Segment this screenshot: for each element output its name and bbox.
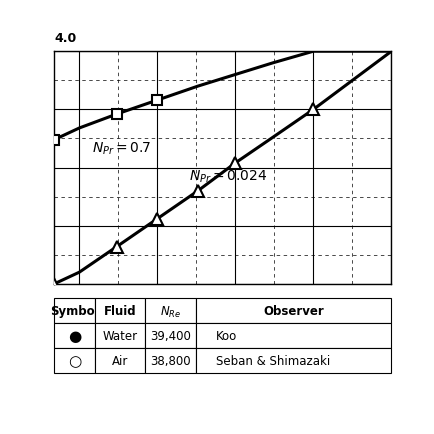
Text: 4.0: 4.0	[54, 32, 76, 45]
Text: $N_{Pr} = 0.7$: $N_{Pr} = 0.7$	[92, 140, 151, 156]
Text: $N_{Pr} = 0.024$: $N_{Pr} = 0.024$	[188, 168, 266, 184]
